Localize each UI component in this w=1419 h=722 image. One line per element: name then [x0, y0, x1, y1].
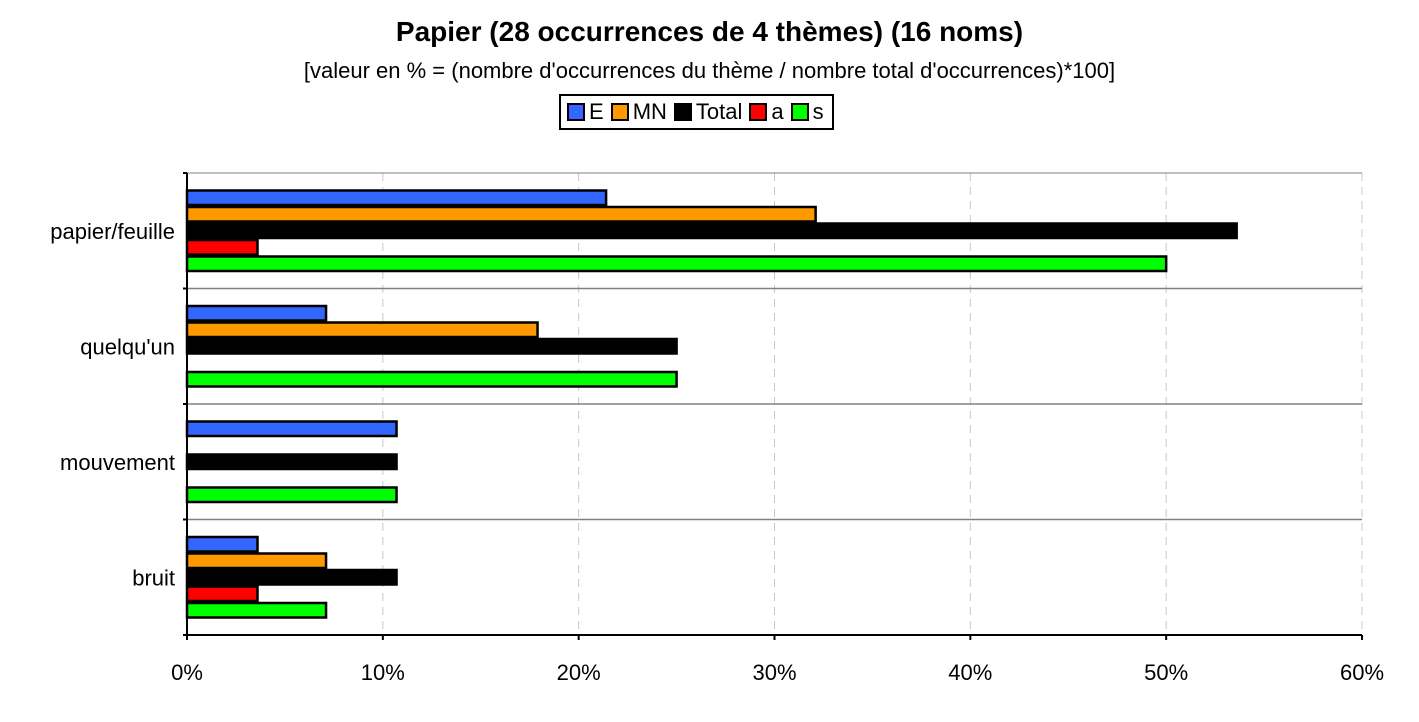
- bar-mn: [185, 205, 817, 223]
- bar-mn: [185, 552, 328, 570]
- bar-total: [185, 568, 398, 586]
- category-label: papier/feuille: [50, 219, 175, 244]
- legend-item-s: s: [790, 99, 824, 125]
- legend-swatch-e: [567, 103, 585, 121]
- chart-subtitle: [valeur en % = (nombre d'occurrences du …: [303, 58, 1116, 83]
- x-tick-label: 50%: [1144, 660, 1188, 685]
- legend-label-total: Total: [695, 99, 743, 124]
- bar-e: [185, 420, 398, 438]
- legend-item-e: E: [567, 99, 604, 125]
- chart-legend: E MN Total a s: [559, 94, 834, 130]
- legend-swatch-s: [790, 103, 809, 121]
- legend-label-mn: MN: [632, 99, 667, 124]
- legend-label-e: E: [589, 99, 604, 124]
- bar-e: [185, 189, 608, 207]
- chart-title: Papier (28 occurrences de 4 thèmes) (16 …: [395, 16, 1024, 47]
- category-label: quelqu'un: [80, 334, 175, 359]
- bar-total: [185, 337, 678, 355]
- x-tick-label: 40%: [948, 660, 992, 685]
- bar-total: [185, 453, 398, 471]
- legend-item-total: Total: [673, 99, 743, 125]
- x-tick-label: 20%: [557, 660, 601, 685]
- bar-e: [185, 535, 259, 553]
- x-tick-label: 60%: [1340, 660, 1384, 685]
- bar-a: [185, 585, 259, 603]
- bar-mn: [185, 321, 539, 339]
- bar-s: [185, 601, 328, 619]
- x-tick-label: 10%: [361, 660, 405, 685]
- legend-swatch-mn: [610, 103, 629, 121]
- x-tick-label: 0%: [171, 660, 203, 685]
- category-label: bruit: [132, 565, 175, 590]
- legend-swatch-a: [749, 103, 768, 121]
- bar-s: [185, 255, 1168, 273]
- bar-total: [185, 222, 1238, 240]
- bar-a: [185, 238, 259, 256]
- bar-s: [185, 486, 398, 504]
- legend-item-a: a: [749, 99, 784, 125]
- x-tick-label: 30%: [752, 660, 796, 685]
- category-label: mouvement: [60, 450, 175, 475]
- bar-s: [185, 370, 678, 388]
- bar-e: [185, 304, 328, 322]
- legend-item-mn: MN: [610, 99, 667, 125]
- legend-label-a: a: [771, 99, 784, 124]
- legend-label-s: s: [812, 99, 824, 124]
- legend-swatch-total: [673, 103, 692, 121]
